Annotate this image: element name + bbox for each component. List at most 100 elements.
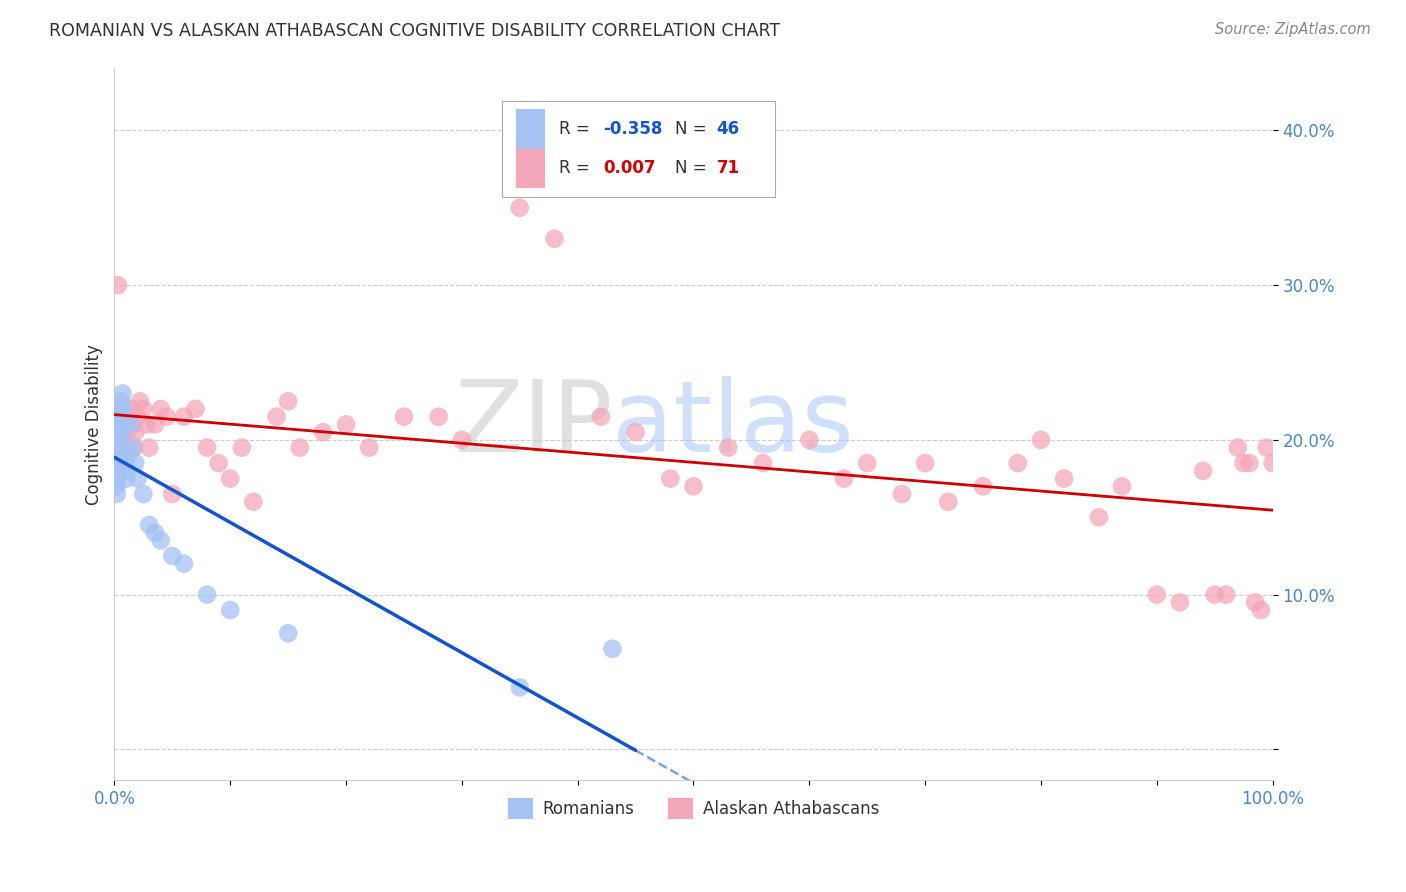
Point <box>219 603 242 617</box>
Legend: Romanians, Alaskan Athabascans: Romanians, Alaskan Athabascans <box>501 792 886 825</box>
Point <box>509 201 531 215</box>
Point <box>335 417 357 432</box>
Point <box>219 472 242 486</box>
Text: ZIP: ZIP <box>454 376 613 473</box>
Point <box>108 433 131 447</box>
Point <box>127 472 149 486</box>
Point <box>589 409 612 424</box>
Text: N =: N = <box>675 159 711 178</box>
Point <box>890 487 912 501</box>
Point <box>105 479 128 493</box>
Point <box>104 441 127 455</box>
Point <box>972 479 994 493</box>
Point <box>112 417 135 432</box>
Point <box>1244 595 1267 609</box>
Point <box>112 448 135 462</box>
Point <box>115 417 138 432</box>
Point <box>105 472 128 486</box>
Point <box>1215 588 1237 602</box>
Point <box>1232 456 1254 470</box>
Text: N =: N = <box>675 120 711 138</box>
Point <box>114 456 136 470</box>
Point <box>108 417 131 432</box>
Point <box>208 456 231 470</box>
Text: R =: R = <box>560 159 595 178</box>
Point <box>118 409 141 424</box>
Text: 0.007: 0.007 <box>603 159 655 178</box>
Text: ROMANIAN VS ALASKAN ATHABASCAN COGNITIVE DISABILITY CORRELATION CHART: ROMANIAN VS ALASKAN ATHABASCAN COGNITIVE… <box>49 22 780 40</box>
Point <box>105 433 128 447</box>
Point <box>266 409 288 424</box>
Point <box>1256 441 1278 455</box>
Point <box>127 409 149 424</box>
Point <box>602 641 624 656</box>
Point <box>104 456 127 470</box>
Point <box>115 464 138 478</box>
Point <box>1088 510 1111 524</box>
Point <box>143 525 166 540</box>
Point <box>450 433 472 447</box>
Point <box>1250 603 1272 617</box>
Point <box>112 441 135 455</box>
Point <box>149 401 172 416</box>
Text: R =: R = <box>560 120 595 138</box>
Point <box>107 464 129 478</box>
Text: 71: 71 <box>717 159 740 178</box>
Point <box>509 681 531 695</box>
Point <box>108 401 131 416</box>
Point <box>1192 464 1215 478</box>
Point <box>717 441 740 455</box>
Point <box>107 448 129 462</box>
Point <box>111 386 134 401</box>
Point <box>162 549 184 563</box>
Point <box>1053 472 1076 486</box>
Point <box>1029 433 1052 447</box>
Point <box>107 433 129 447</box>
Point <box>277 394 299 409</box>
Point <box>107 456 129 470</box>
Point <box>288 441 311 455</box>
Point <box>122 441 145 455</box>
FancyBboxPatch shape <box>502 101 775 196</box>
Point <box>121 401 143 416</box>
Point <box>914 456 936 470</box>
Point <box>105 464 128 478</box>
Point <box>1239 456 1261 470</box>
Point <box>110 409 132 424</box>
Point <box>114 433 136 447</box>
Point <box>682 479 704 493</box>
Point <box>138 518 160 533</box>
Point <box>111 401 134 416</box>
Point <box>122 441 145 455</box>
Point <box>856 456 879 470</box>
Point <box>427 409 450 424</box>
FancyBboxPatch shape <box>516 149 546 187</box>
Point <box>108 441 131 455</box>
Point <box>108 448 131 462</box>
Point <box>120 417 142 432</box>
Point <box>104 472 127 486</box>
Y-axis label: Cognitive Disability: Cognitive Disability <box>86 344 103 505</box>
Point <box>115 433 138 447</box>
Point <box>1168 595 1191 609</box>
Point <box>128 394 150 409</box>
Point <box>107 278 129 293</box>
Point <box>138 441 160 455</box>
Point <box>184 401 207 416</box>
Point <box>752 456 775 470</box>
Point <box>155 409 177 424</box>
Text: Source: ZipAtlas.com: Source: ZipAtlas.com <box>1215 22 1371 37</box>
Point <box>173 409 195 424</box>
Point <box>543 232 565 246</box>
Point <box>143 417 166 432</box>
Point <box>108 441 131 455</box>
Point <box>117 448 139 462</box>
Point <box>1226 441 1249 455</box>
Text: atlas: atlas <box>613 376 853 473</box>
Point <box>108 425 131 439</box>
Point <box>277 626 299 640</box>
Point <box>105 448 128 462</box>
Point <box>1111 479 1133 493</box>
Point <box>132 487 155 501</box>
Point <box>117 441 139 455</box>
